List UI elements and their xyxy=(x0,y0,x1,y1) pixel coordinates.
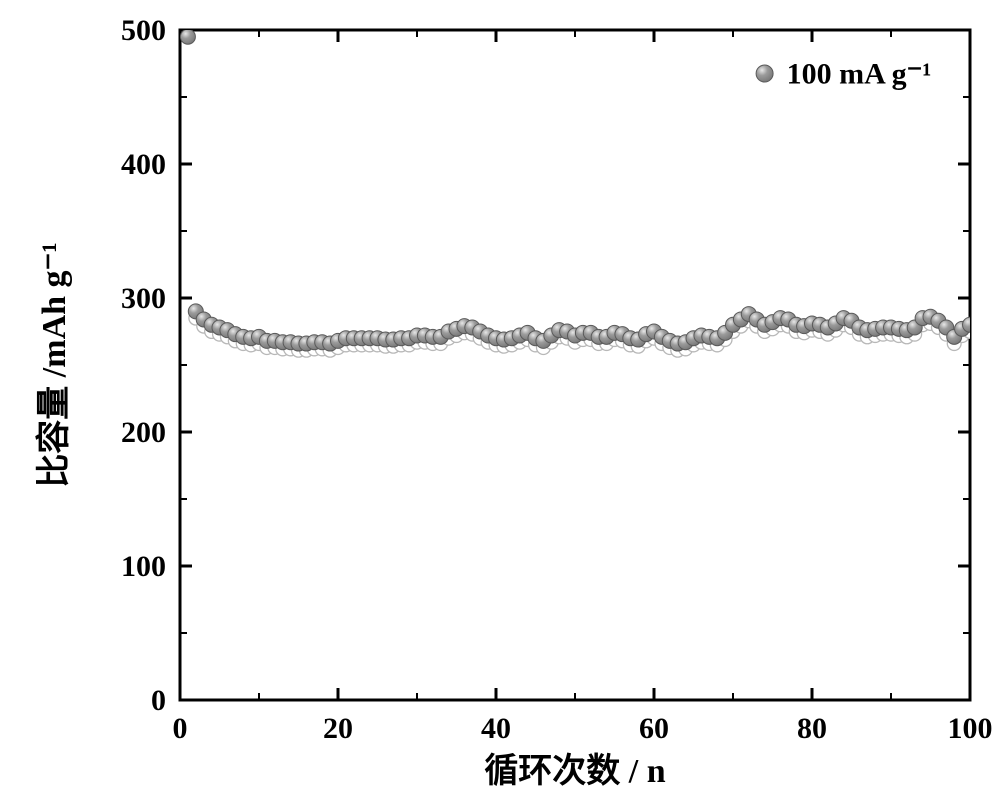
legend-marker xyxy=(756,65,773,82)
svg-text:0: 0 xyxy=(151,684,166,717)
svg-text:60: 60 xyxy=(639,712,669,745)
data-point xyxy=(963,317,978,332)
svg-text:200: 200 xyxy=(121,416,166,449)
svg-text:20: 20 xyxy=(323,712,353,745)
data-point xyxy=(180,29,195,44)
capacity-vs-cycle-chart: 0 20 40 60 80 100 0 100 200 300 400 500 循环次数 / n 比容量 … xyxy=(0,0,1000,806)
svg-text:300: 300 xyxy=(121,282,166,315)
svg-text:100: 100 xyxy=(948,712,993,745)
y-axis-label: 比容量 /mAh g⁻¹ xyxy=(35,242,73,487)
chart-svg: 0 20 40 60 80 100 0 100 200 300 400 500 循环次数 / n 比容量 … xyxy=(0,0,1000,806)
svg-text:500: 500 xyxy=(121,14,166,47)
svg-text:80: 80 xyxy=(797,712,827,745)
x-axis-label: 循环次数 / n xyxy=(484,752,665,790)
legend-label: 100 mA g⁻¹ xyxy=(787,58,932,91)
svg-text:0: 0 xyxy=(173,712,188,745)
svg-text:400: 400 xyxy=(121,148,166,181)
svg-text:40: 40 xyxy=(481,712,511,745)
svg-text:100: 100 xyxy=(121,550,166,583)
